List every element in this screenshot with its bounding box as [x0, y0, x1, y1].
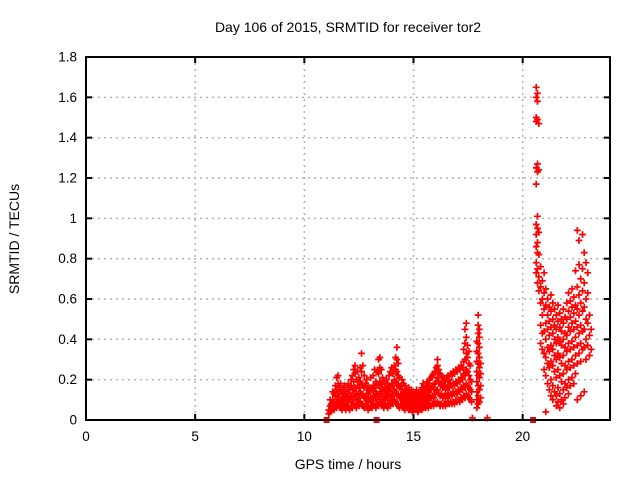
svg-text:0.8: 0.8: [58, 251, 77, 266]
svg-text:1.2: 1.2: [58, 171, 77, 186]
svg-text:0: 0: [69, 413, 77, 428]
svg-text:0.6: 0.6: [58, 292, 77, 307]
svg-text:0.4: 0.4: [58, 332, 77, 347]
x-axis-label: GPS time / hours: [294, 456, 402, 472]
x-tick-labels: 0 5 10 15 20: [82, 429, 530, 444]
y-axis-label: SRMTID / TECUs: [6, 183, 22, 295]
svg-text:1.8: 1.8: [58, 50, 77, 65]
svg-text:20: 20: [515, 429, 530, 444]
svg-text:1.4: 1.4: [58, 130, 77, 145]
svg-text:1: 1: [69, 211, 77, 226]
y-tick-labels: 0 0.2 0.4 0.6 0.8 1 1.2 1.4 1.6 1.8: [58, 50, 77, 428]
svg-text:5: 5: [191, 429, 199, 444]
chart-title: Day 106 of 2015, SRMTID for receiver tor…: [214, 19, 482, 35]
svg-text:0.2: 0.2: [58, 372, 77, 387]
svg-text:1.6: 1.6: [58, 90, 77, 105]
svg-text:0: 0: [82, 429, 90, 444]
plot-border: [85, 56, 611, 421]
series-SRMTID: [325, 83, 595, 422]
svg-text:15: 15: [406, 429, 421, 444]
svg-text:10: 10: [297, 429, 312, 444]
